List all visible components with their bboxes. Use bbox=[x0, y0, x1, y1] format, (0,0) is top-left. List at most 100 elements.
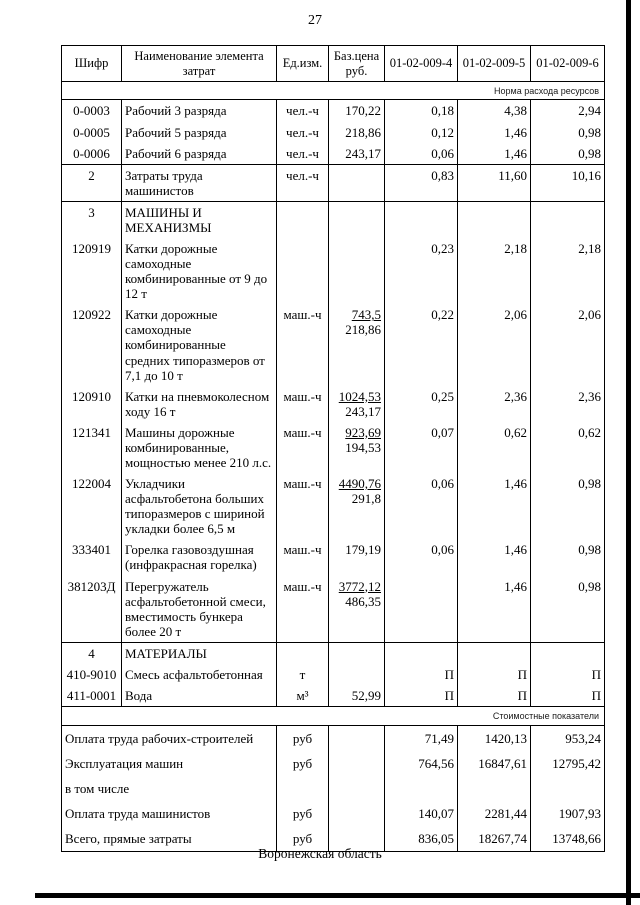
item-value: 0,98 bbox=[530, 121, 605, 143]
item-unit: маш.-ч bbox=[276, 539, 329, 576]
item-value: 0,62 bbox=[457, 421, 531, 474]
item-unit: маш.-ч bbox=[276, 473, 329, 540]
item-value: 2,94 bbox=[530, 99, 605, 122]
item-value: 1,46 bbox=[457, 539, 531, 576]
item-value: П bbox=[530, 685, 605, 707]
total-base-price bbox=[328, 725, 385, 751]
total-value: 71,49 bbox=[384, 725, 458, 751]
item-row: 410-9010 Смесь асфальтобетонная т П П П bbox=[61, 663, 605, 686]
total-unit: руб bbox=[276, 800, 329, 826]
totals-row: Оплата труда машинистов руб 140,07 2281,44 1… bbox=[61, 800, 605, 826]
base-price-denominator: 194,53 bbox=[345, 439, 381, 455]
item-code: 120910 bbox=[61, 385, 122, 422]
item-value: 1,46 bbox=[457, 473, 531, 540]
page-number: 27 bbox=[308, 13, 322, 28]
item-row: 4 МАТЕРИАЛЫ bbox=[61, 641, 605, 664]
total-value: 1420,13 bbox=[457, 725, 531, 751]
totals-row: Всего, прямые затраты руб 836,05 18267,74 13… bbox=[61, 825, 605, 852]
total-base-price bbox=[328, 800, 385, 826]
item-name: МАШИНЫ И МЕХАНИЗМЫ bbox=[121, 200, 277, 238]
item-name: Катки на пневмоколесном ходу 16 т bbox=[121, 385, 277, 422]
column-header: 01-02-009-4 bbox=[384, 45, 458, 82]
item-value: 0,25 bbox=[384, 385, 458, 422]
item-value: 0,98 bbox=[530, 539, 605, 576]
item-value: 0,23 bbox=[384, 237, 458, 305]
item-unit bbox=[276, 237, 329, 305]
total-label: Оплата труда рабочих-строителей bbox=[61, 725, 277, 751]
item-base-price bbox=[328, 200, 385, 238]
item-name: Катки дорожные самоходные комбинированны… bbox=[121, 304, 277, 386]
band-label: Норма расхода ресурсов bbox=[61, 80, 605, 101]
item-value: 0,62 bbox=[530, 421, 605, 474]
item-base-price bbox=[328, 237, 385, 305]
item-unit: маш.-ч bbox=[276, 421, 329, 474]
total-base-price bbox=[328, 775, 385, 801]
base-price-denominator: 486,35 bbox=[345, 593, 381, 609]
item-value: 11,60 bbox=[457, 163, 531, 202]
total-label: в том числе bbox=[61, 775, 277, 801]
item-base-price: 1024,53 243,17 bbox=[328, 385, 385, 422]
base-price-numerator: 4490,76 bbox=[338, 476, 381, 492]
item-value: 0,98 bbox=[530, 473, 605, 540]
item-value: П bbox=[384, 685, 458, 707]
item-value: 1,46 bbox=[457, 575, 531, 643]
base-price-denominator: 243,17 bbox=[345, 403, 381, 419]
item-row: 411-0001 Вода м³ 52,99 П П П bbox=[61, 685, 605, 707]
item-code: 3 bbox=[61, 200, 122, 238]
total-label: Эксплуатация машин bbox=[61, 750, 277, 776]
column-header: Шифр bbox=[61, 45, 122, 82]
item-row: 120922 Катки дорожные самоходные комбинир… bbox=[61, 304, 605, 386]
item-value: 2,06 bbox=[457, 304, 531, 386]
total-value: 18267,74 bbox=[457, 825, 531, 852]
total-value: 764,56 bbox=[384, 750, 458, 776]
item-value: 0,98 bbox=[530, 142, 605, 165]
totals-row: Оплата труда рабочих-строителей руб 71,49 1… bbox=[61, 725, 605, 751]
band-label: Стоимостные показатели bbox=[61, 706, 605, 726]
column-header: Ед.изм. bbox=[276, 45, 329, 82]
item-row: 381203Д Перегружатель асфальтобетонной см… bbox=[61, 575, 605, 643]
item-unit: чел.-ч bbox=[276, 163, 329, 202]
cost-estimate-table: Шифр Наименование элемента затрат Ед.изм. Б… bbox=[61, 45, 605, 852]
total-label: Всего, прямые затраты bbox=[61, 825, 277, 852]
item-value: П bbox=[384, 663, 458, 686]
item-value bbox=[384, 200, 458, 238]
item-unit: маш.-ч bbox=[276, 385, 329, 422]
total-value: 2281,44 bbox=[457, 800, 531, 826]
base-price-numerator: 923,69 bbox=[345, 424, 381, 440]
item-value: 0,06 bbox=[384, 142, 458, 165]
item-name: Рабочий 6 разряда bbox=[121, 142, 277, 165]
item-unit bbox=[276, 200, 329, 238]
item-value: 0,12 bbox=[384, 121, 458, 143]
item-name: Рабочий 5 разряда bbox=[121, 121, 277, 143]
item-unit: маш.-ч bbox=[276, 304, 329, 386]
item-base-price: 218,86 bbox=[328, 121, 385, 143]
scan-edge-bottom bbox=[35, 893, 640, 898]
total-base-price bbox=[328, 825, 385, 852]
item-name: Вода bbox=[121, 685, 277, 707]
item-unit: чел.-ч bbox=[276, 121, 329, 143]
item-value: 0,98 bbox=[530, 575, 605, 643]
item-row: 0-0006 Рабочий 6 разряда чел.-ч 243,17 0,06 1… bbox=[61, 142, 605, 165]
item-base-price: 4490,76 291,8 bbox=[328, 473, 385, 540]
item-row: 3 МАШИНЫ И МЕХАНИЗМЫ bbox=[61, 200, 605, 238]
item-name: Горелка газовоздушная (инфракрасная горе… bbox=[121, 539, 277, 576]
total-unit bbox=[276, 775, 329, 801]
column-header: Баз.цена руб. bbox=[328, 45, 385, 82]
item-value bbox=[384, 575, 458, 643]
total-label: Оплата труда машинистов bbox=[61, 800, 277, 826]
totals-row: в том числе bbox=[61, 775, 605, 801]
total-value: 836,05 bbox=[384, 825, 458, 852]
item-value: 0,06 bbox=[384, 473, 458, 540]
item-code: 0-0003 bbox=[61, 99, 122, 122]
item-code: 333401 bbox=[61, 539, 122, 576]
base-price-numerator: 1024,53 bbox=[338, 388, 381, 404]
item-base-price: 170,22 bbox=[328, 99, 385, 122]
item-base-price: 743,5 218,86 bbox=[328, 304, 385, 386]
item-value: 2,18 bbox=[530, 237, 605, 305]
item-unit: чел.-ч bbox=[276, 99, 329, 122]
item-value: 10,16 bbox=[530, 163, 605, 202]
region-caption: Воронежская область bbox=[258, 846, 382, 861]
item-row: 0-0003 Рабочий 3 разряда чел.-ч 170,22 0,18 4… bbox=[61, 99, 605, 122]
item-value: 2,18 bbox=[457, 237, 531, 305]
item-value bbox=[384, 641, 458, 664]
